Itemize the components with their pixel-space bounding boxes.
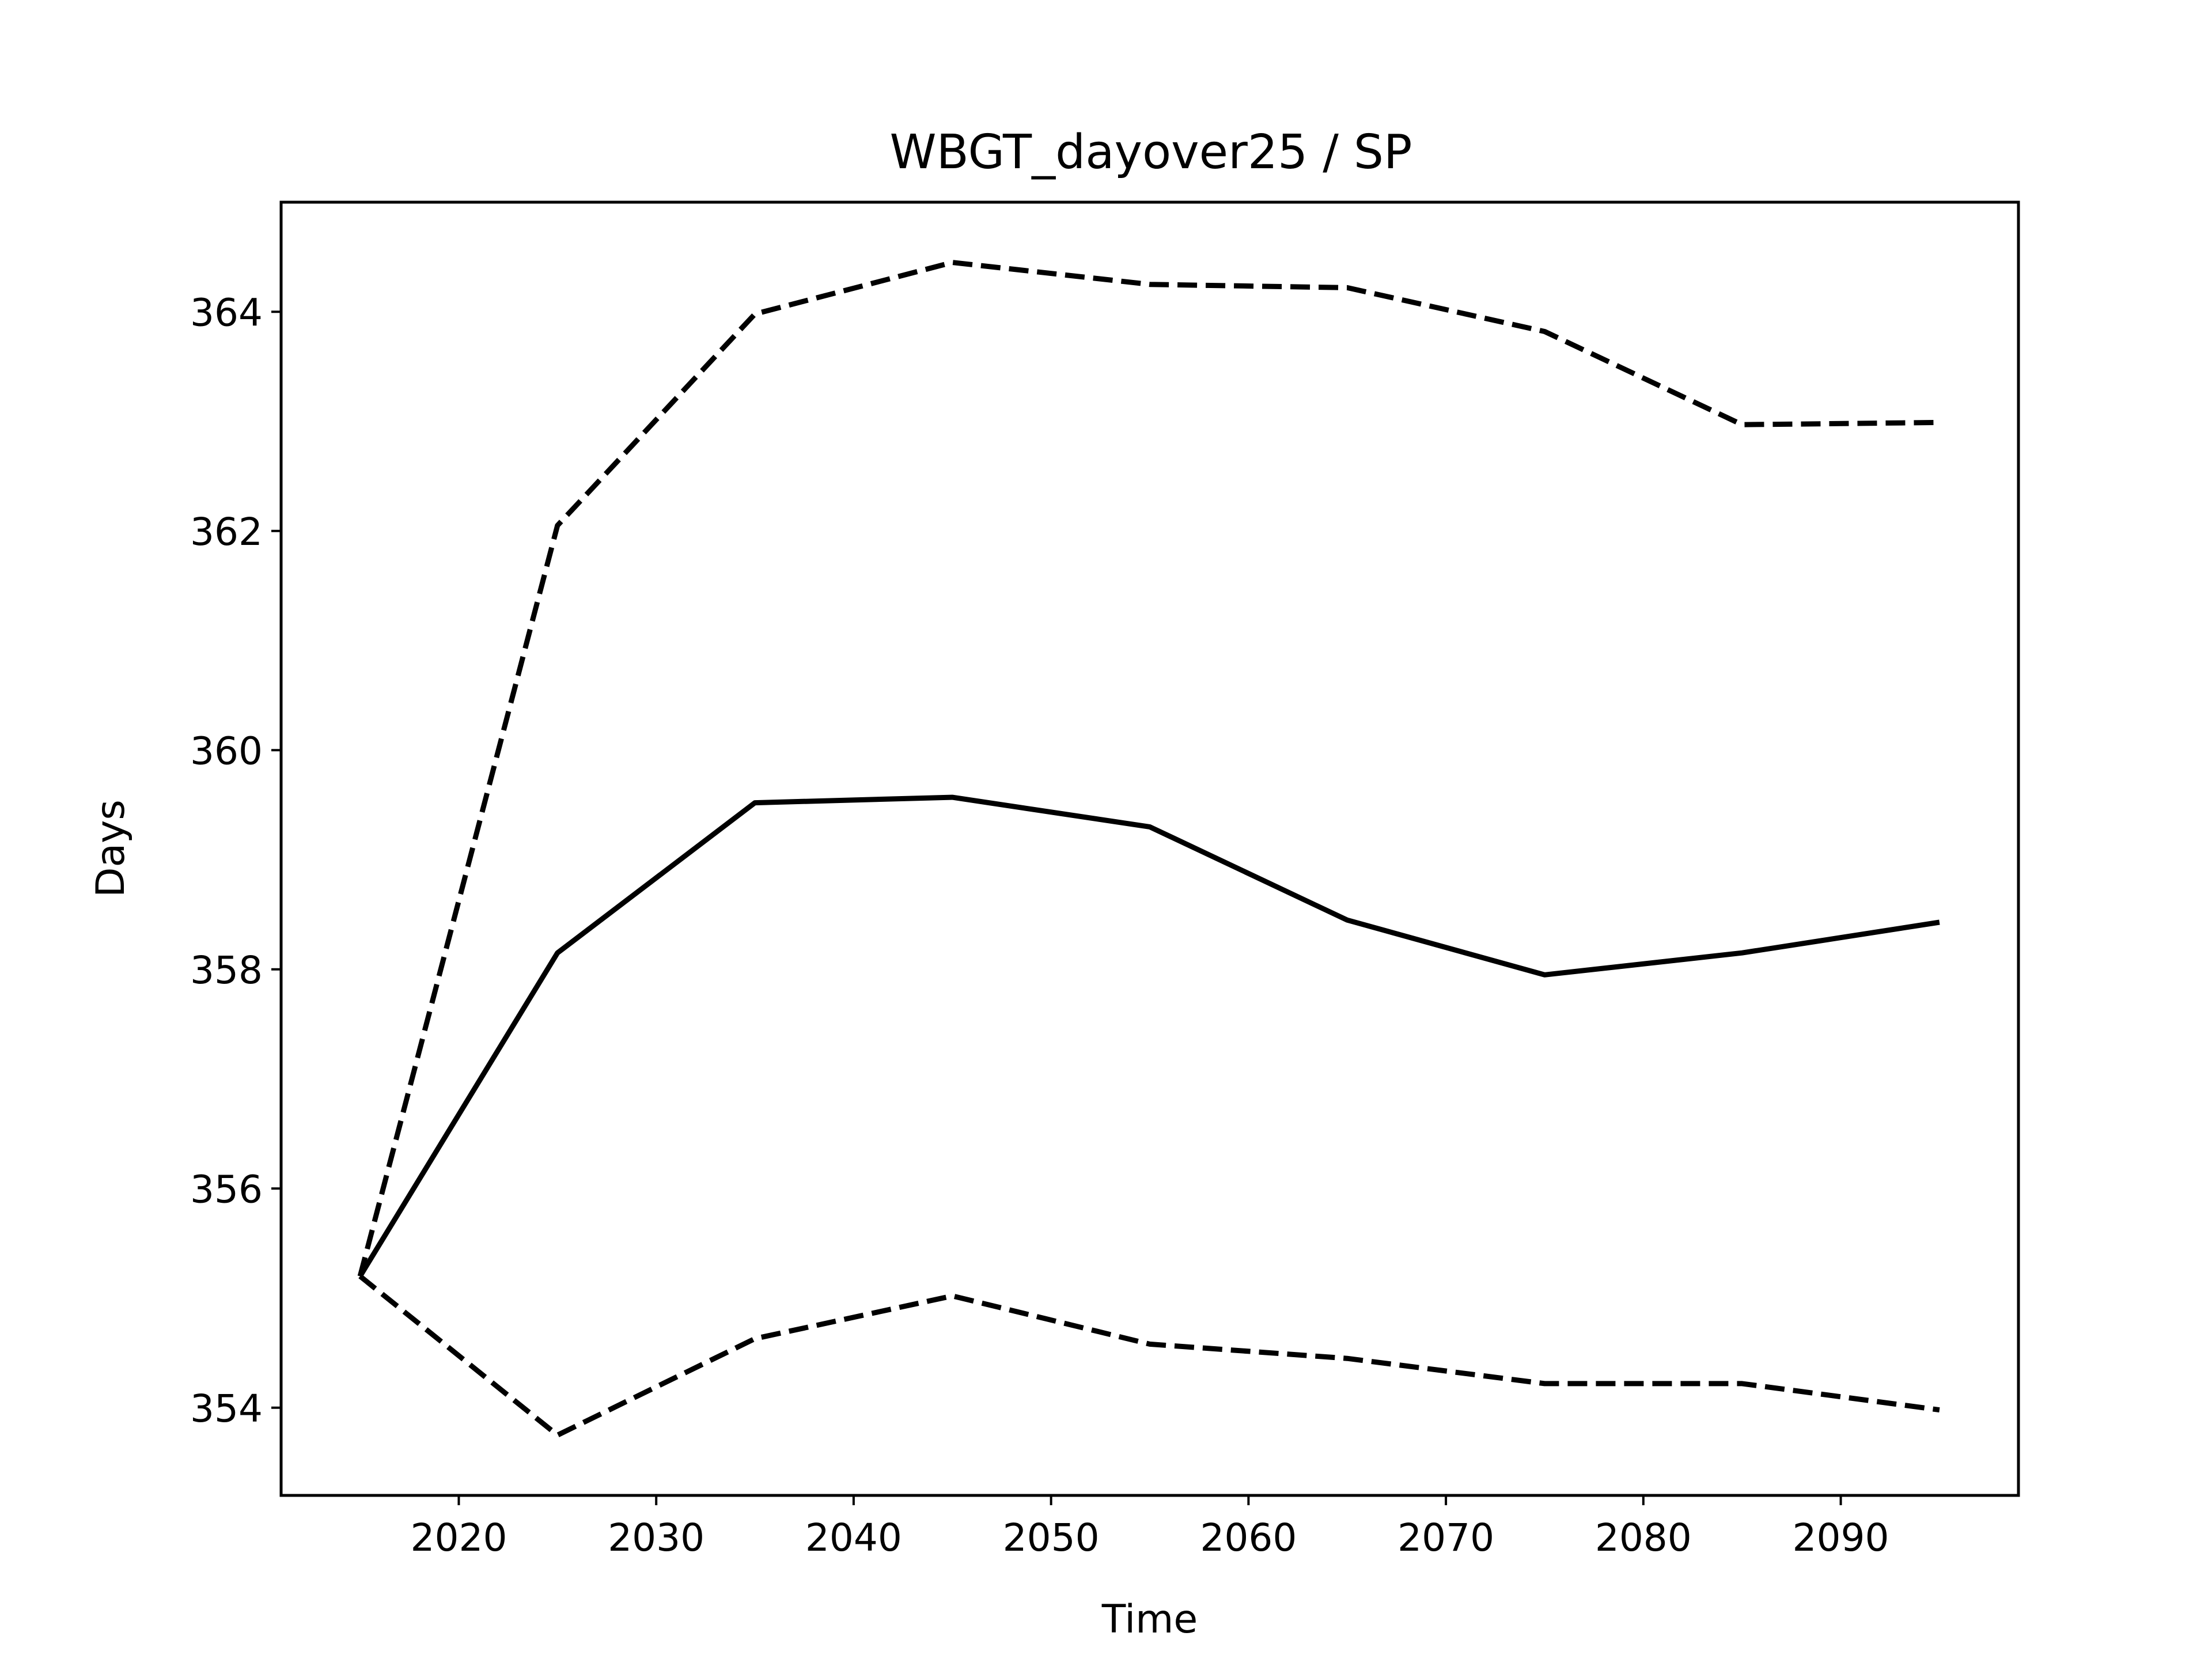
chart-title: WBGT_dayover25 / SP [890, 125, 1412, 180]
y-tick-label: 360 [190, 729, 263, 773]
y-tick-label: 364 [190, 290, 263, 335]
x-tick-label: 2030 [608, 1516, 704, 1560]
x-tick-label: 2080 [1595, 1516, 1692, 1560]
x-tick-label: 2060 [1200, 1516, 1297, 1560]
y-axis-label: Days [88, 800, 134, 897]
y-axis: 354 356 358 360 362 364 [190, 290, 281, 1431]
x-tick-label: 2070 [1397, 1516, 1494, 1560]
y-tick-label: 354 [190, 1387, 263, 1431]
x-axis-label: Time [1101, 1597, 1198, 1642]
plot-frame [279, 200, 2020, 1497]
series-line-2 [357, 260, 1940, 1277]
x-tick-label: 2050 [1003, 1516, 1100, 1560]
x-axis: 2020 2030 2040 2050 2060 2070 2080 2090 [410, 1495, 1889, 1560]
x-tick-label: 2020 [410, 1516, 507, 1560]
y-tick-label: 356 [190, 1167, 263, 1211]
plot-area [357, 260, 1940, 1438]
y-tick-label: 358 [190, 948, 263, 993]
x-tick-label: 2090 [1793, 1516, 1889, 1560]
series-line-1 [358, 794, 1940, 1278]
series-line-3 [358, 1274, 1940, 1438]
y-tick-label: 362 [190, 510, 263, 554]
x-tick-label: 2040 [805, 1516, 902, 1560]
